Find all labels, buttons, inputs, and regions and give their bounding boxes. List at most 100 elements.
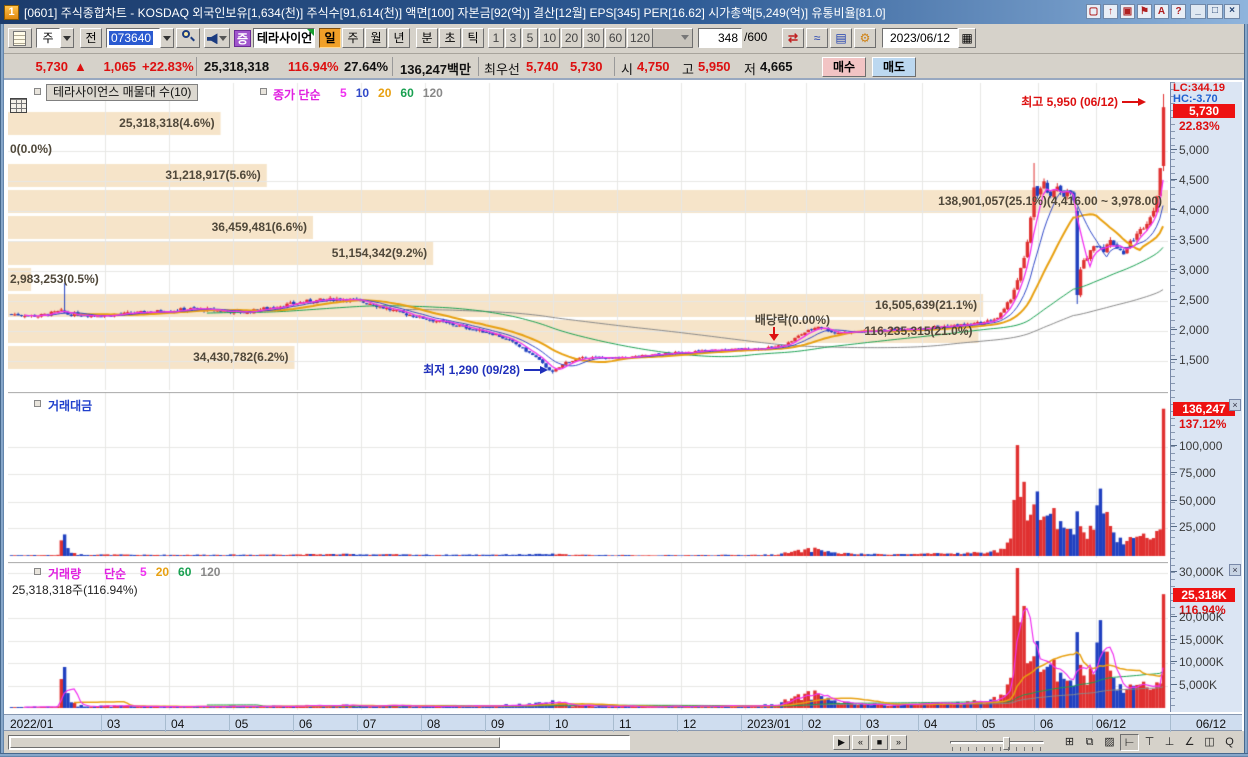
- window-controls: _ □ ×: [1190, 4, 1240, 19]
- time-label-last: 06/12: [1096, 717, 1127, 731]
- stock-search-button[interactable]: [176, 28, 200, 48]
- volume-panel-close-icon[interactable]: ×: [1229, 564, 1241, 576]
- minute-button-3[interactable]: 3: [505, 28, 521, 48]
- bottom-control-bar: ⊞⧉▨⊢⊤⊥∠◫Q−+A ▶«■»: [4, 732, 1248, 753]
- axis-tick-label: 4,000: [1171, 203, 1239, 217]
- current-price: 5,730: [35, 59, 68, 74]
- horizontal-scrollbar[interactable]: [8, 735, 630, 750]
- stock-code-input[interactable]: 073640: [106, 28, 160, 48]
- cycle-dropdown[interactable]: [649, 28, 693, 48]
- save-button[interactable]: ▤: [830, 28, 852, 48]
- cascade-windows-icon[interactable]: ⧉: [1080, 734, 1099, 751]
- axis-tick-label: 2,500: [1171, 293, 1239, 307]
- minute-button-1[interactable]: 1: [488, 28, 504, 48]
- forward-icon[interactable]: »: [890, 735, 907, 750]
- period-button-월[interactable]: 월: [365, 28, 387, 48]
- time-label: 2022/01: [10, 717, 54, 731]
- subperiod-button-틱[interactable]: 틱: [462, 28, 484, 48]
- chart-grid-icon[interactable]: ◫: [1200, 734, 1219, 751]
- trade-value-canvas[interactable]: [8, 392, 1168, 562]
- stop-icon[interactable]: ■: [871, 735, 888, 750]
- help-icon[interactable]: ?: [1171, 4, 1186, 19]
- copy-window-icon[interactable]: ▣: [1120, 4, 1135, 19]
- value-panel-close-icon[interactable]: ×: [1229, 399, 1241, 411]
- right-arrow-icon: [524, 365, 548, 374]
- minute-button-30[interactable]: 30: [583, 28, 604, 48]
- popup-window-icon[interactable]: ↑: [1103, 4, 1118, 19]
- link-windows-icon[interactable]: ▢: [1086, 4, 1101, 19]
- close-button[interactable]: ×: [1224, 4, 1240, 19]
- axis-bottom-icon[interactable]: ⊥: [1160, 734, 1179, 751]
- minute-button-10[interactable]: 10: [539, 28, 560, 48]
- candle-count-input[interactable]: 348: [698, 28, 742, 48]
- legend-bullet-icon: [260, 88, 267, 95]
- sound-button[interactable]: [204, 28, 230, 48]
- axis-left-icon[interactable]: ⊢: [1120, 734, 1139, 751]
- ma-period-label: 20: [378, 86, 392, 100]
- period-button-일[interactable]: 일: [319, 28, 341, 48]
- date-field[interactable]: 2023/06/12: [882, 28, 958, 48]
- volume-profile-label: 16,505,639(21.1%): [875, 298, 978, 312]
- pin-icon[interactable]: ⚑: [1137, 4, 1152, 19]
- region-fill-icon[interactable]: ▨: [1100, 734, 1119, 751]
- subperiod-button-초[interactable]: 초: [439, 28, 461, 48]
- zoom-icon[interactable]: Q: [1220, 734, 1239, 751]
- volume-profile-label: 34,430,782(6.2%): [193, 350, 289, 364]
- main-chart-canvas[interactable]: [8, 82, 1168, 392]
- stock-code-dropdown[interactable]: [160, 28, 174, 48]
- axis-tick-label: 3,500: [1171, 233, 1239, 247]
- minimize-button[interactable]: _: [1190, 4, 1206, 19]
- period-button-주[interactable]: 주: [342, 28, 364, 48]
- compare-chart-button[interactable]: ⇄: [782, 28, 804, 48]
- chart-kind-dropdown[interactable]: [60, 28, 74, 48]
- period-button-년[interactable]: 년: [388, 28, 410, 48]
- minute-button-120[interactable]: 120: [627, 28, 653, 48]
- time-label: 03: [866, 717, 880, 731]
- rewind-icon[interactable]: «: [852, 735, 869, 750]
- maximize-button[interactable]: □: [1207, 4, 1223, 19]
- calendar-button[interactable]: ▦: [958, 28, 976, 48]
- minute-button-5[interactable]: 5: [522, 28, 538, 48]
- volume-profile-label: 0(0.0%): [10, 142, 53, 156]
- ma-period-label: 10: [355, 86, 370, 100]
- axis-tick-label: 75,000: [1171, 466, 1239, 480]
- volume-profile-icon[interactable]: [10, 98, 27, 113]
- settings-button[interactable]: ⚙: [854, 28, 876, 48]
- window-frame-left: [0, 24, 4, 757]
- volume-ma-periods: 5 20 60 120: [140, 565, 229, 579]
- sell-button[interactable]: 매도: [872, 57, 916, 77]
- best-ask: 5,740: [526, 59, 559, 74]
- corner-date-label: 06/12: [1196, 717, 1227, 731]
- memo-button[interactable]: [8, 28, 32, 48]
- time-label: 02: [808, 717, 822, 731]
- minute-button-60[interactable]: 60: [605, 28, 626, 48]
- speaker-icon: [207, 33, 218, 45]
- value-pct: 137.12%: [1179, 417, 1227, 431]
- ma-period-label: 60: [178, 565, 192, 579]
- chart-kind-select[interactable]: 주: [36, 28, 60, 48]
- scrollbar-thumb[interactable]: [10, 737, 500, 748]
- ma-period-label: 5: [140, 565, 147, 579]
- trendline-icon[interactable]: ∠: [1180, 734, 1199, 751]
- buy-button[interactable]: 매수: [822, 57, 866, 77]
- indicator-button[interactable]: ≈: [806, 28, 828, 48]
- price-change: 1,065: [103, 59, 136, 74]
- axis-tick-label: 100,000: [1171, 439, 1239, 453]
- font-size-icon[interactable]: A: [1154, 4, 1169, 19]
- volume-profile-legend[interactable]: 테라사이언스 매물대 수(10): [46, 84, 199, 101]
- volume-canvas[interactable]: [8, 562, 1168, 714]
- minute-button-20[interactable]: 20: [561, 28, 582, 48]
- axis-tick-label: 5,000K: [1171, 678, 1239, 692]
- time-axis[interactable]: 06/12 2022/01 03 04 05 06 07 08 09 10 11 12 2023/01…: [4, 714, 1242, 732]
- axis-top-icon[interactable]: ⊤: [1140, 734, 1159, 751]
- prev-stock-button[interactable]: 전: [80, 28, 102, 48]
- time-label: 10: [555, 717, 569, 731]
- play-icon[interactable]: ▶: [833, 735, 850, 750]
- gear-icon: ⚙: [859, 31, 871, 45]
- market-badge: 증: [234, 30, 251, 47]
- zoom-slider[interactable]: [950, 737, 1044, 750]
- add-window-icon[interactable]: ⊞: [1060, 734, 1079, 751]
- candle-total-label: /600: [744, 30, 768, 44]
- chevron-down-icon: [681, 35, 689, 40]
- subperiod-button-분[interactable]: 분: [416, 28, 438, 48]
